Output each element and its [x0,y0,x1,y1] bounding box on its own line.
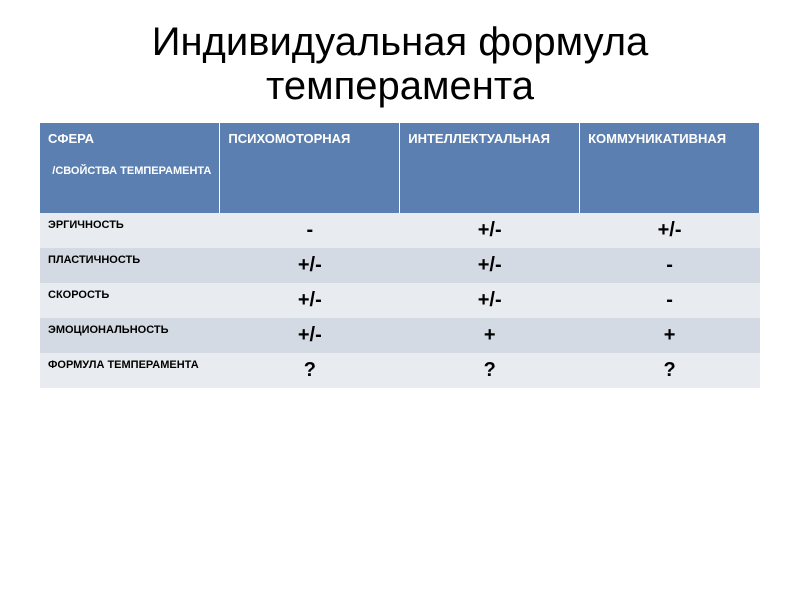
cell-value: +/- [400,213,580,248]
cell-value: +/- [400,248,580,283]
row-label: ЭМОЦИОНАЛЬНОСТЬ [40,318,220,353]
row-label: СКОРОСТЬ [40,283,220,318]
header-sphere: СФЕРА /СВОЙСТВА ТЕМПЕРАМЕНТА [40,123,220,213]
cell-value: ? [220,353,400,388]
cell-value: +/- [400,283,580,318]
cell-value: ? [580,353,760,388]
cell-value: +/- [220,318,400,353]
table-row: ЭРГИЧНОСТЬ - +/- +/- [40,213,760,248]
row-label: ПЛАСТИЧНОСТЬ [40,248,220,283]
header-col-0: ПСИХОМОТОРНАЯ [220,123,400,213]
sphere-sublabel: /СВОЙСТВА ТЕМПЕРАМЕНТА [48,164,211,178]
header-col-1: ИНТЕЛЛЕКТУАЛЬНАЯ [400,123,580,213]
cell-value: +/- [220,283,400,318]
temperament-table: СФЕРА /СВОЙСТВА ТЕМПЕРАМЕНТА ПСИХОМОТОРН… [40,123,760,388]
cell-value: +/- [220,248,400,283]
header-col-2: КОММУНИКАТИВНАЯ [580,123,760,213]
cell-value: + [400,318,580,353]
cell-value: + [580,318,760,353]
table-header-row: СФЕРА /СВОЙСТВА ТЕМПЕРАМЕНТА ПСИХОМОТОРН… [40,123,760,213]
cell-value: - [220,213,400,248]
page-title: Индивидуальная формула темперамента [40,20,760,108]
sphere-label: СФЕРА [48,131,211,146]
cell-value: - [580,248,760,283]
cell-value: ? [400,353,580,388]
cell-value: +/- [580,213,760,248]
table-row: ФОРМУЛА ТЕМПЕРАМЕНТА ? ? ? [40,353,760,388]
row-label: ЭРГИЧНОСТЬ [40,213,220,248]
cell-value: - [580,283,760,318]
table-row: ЭМОЦИОНАЛЬНОСТЬ +/- + + [40,318,760,353]
row-label: ФОРМУЛА ТЕМПЕРАМЕНТА [40,353,220,388]
table-row: СКОРОСТЬ +/- +/- - [40,283,760,318]
table-row: ПЛАСТИЧНОСТЬ +/- +/- - [40,248,760,283]
